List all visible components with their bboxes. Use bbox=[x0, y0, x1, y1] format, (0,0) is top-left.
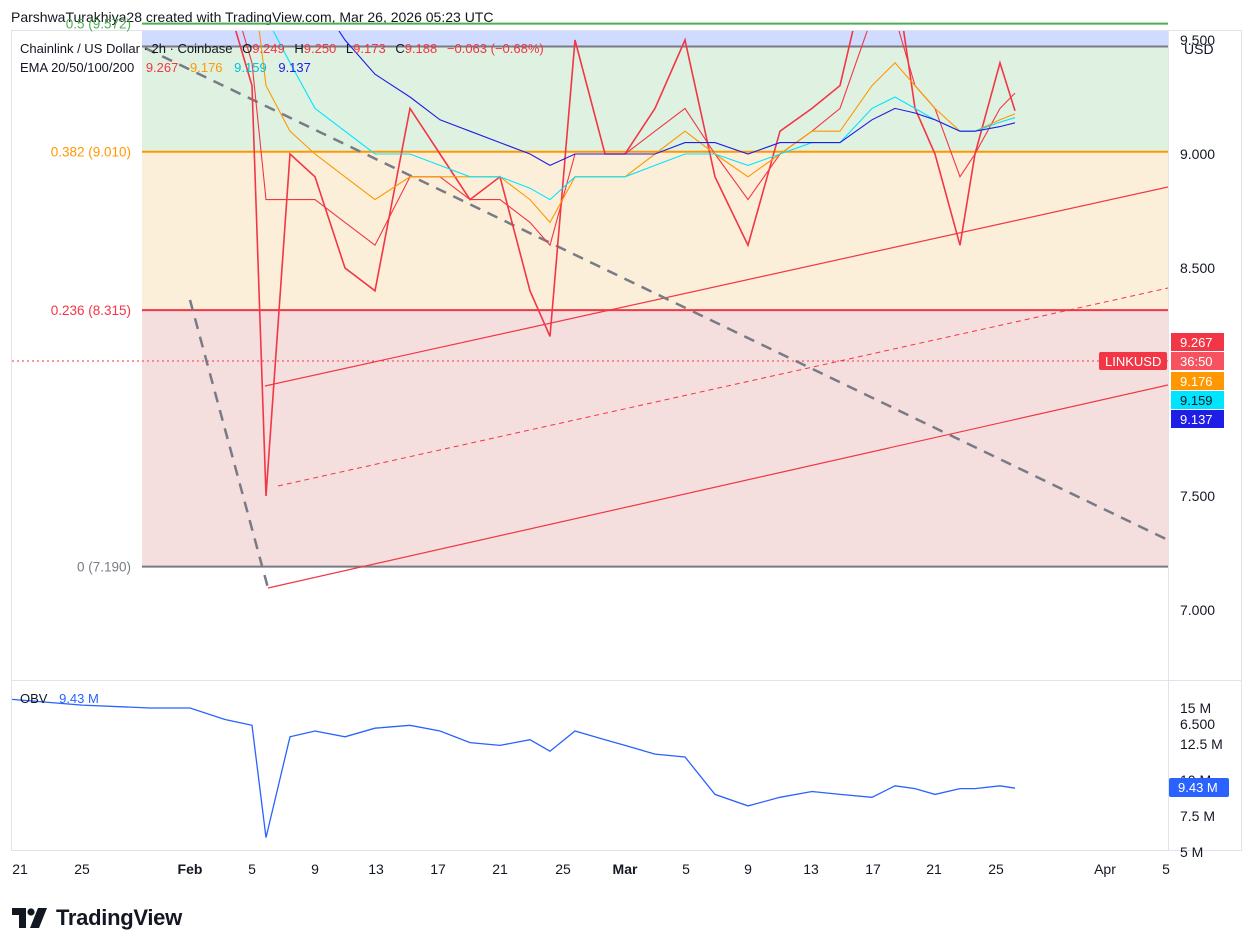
ema20-badge-bg bbox=[1171, 333, 1224, 351]
main-pane-border bbox=[11, 30, 1242, 851]
obv-legend-label[interactable]: OBV bbox=[20, 691, 48, 706]
last-price-badge-bg bbox=[1171, 352, 1224, 370]
time-tick: 9 bbox=[311, 861, 319, 877]
legend-close-label: C bbox=[395, 41, 404, 56]
price-tick: 9.000 bbox=[1180, 146, 1215, 162]
fib-label: 0 (7.190) bbox=[77, 560, 131, 575]
ema20-badge: 9.267 bbox=[1180, 335, 1213, 350]
trend-lines[interactable] bbox=[12, 46, 1168, 589]
obv-tick: 15 M bbox=[1180, 700, 1211, 716]
time-tick: 13 bbox=[368, 861, 384, 877]
price-tick: 7.500 bbox=[1180, 488, 1215, 504]
ema-line-200 bbox=[338, 31, 1016, 167]
legend-open-value: 9.249 bbox=[252, 41, 285, 56]
fib-zone bbox=[142, 310, 1168, 567]
obv-tick: 5 M bbox=[1180, 844, 1203, 860]
obv-line bbox=[12, 698, 1016, 838]
time-tick: 21 bbox=[492, 861, 508, 877]
symbol-tag-bg bbox=[1099, 352, 1167, 370]
legend-low-label: L bbox=[346, 41, 353, 56]
obv-tick: 12.5 M bbox=[1180, 736, 1223, 752]
time-tick: 13 bbox=[803, 861, 819, 877]
ema200-badge: 9.137 bbox=[1180, 412, 1213, 427]
ema50-badge: 9.176 bbox=[1180, 374, 1213, 389]
legend-open-label: O bbox=[242, 41, 252, 56]
obv-series bbox=[12, 698, 1016, 838]
time-axis[interactable]: 21 25 Feb 5 9 13 17 21 25 Mar 5 9 13 17 21 25 Apr 5 bbox=[12, 861, 1170, 877]
obv-badge: 9.43 M bbox=[1178, 780, 1218, 795]
impulse-leg-line[interactable] bbox=[188, 299, 270, 589]
legend-ema-label[interactable]: EMA 20/50/100/200 bbox=[20, 60, 134, 75]
time-tick: 25 bbox=[988, 861, 1004, 877]
time-tick: 25 bbox=[74, 861, 90, 877]
time-tick: Mar bbox=[613, 861, 638, 877]
fib-label: 0.236 (8.315) bbox=[51, 303, 131, 318]
time-tick: 9 bbox=[744, 861, 752, 877]
chart-credit: ParshwaTurakhiya28 created with TradingV… bbox=[11, 9, 494, 25]
legend-symbol[interactable]: Chainlink / US Dollar · 2h · Coinbase bbox=[20, 41, 232, 56]
fib-zone bbox=[142, 0, 1168, 24]
ema100-badge-bg bbox=[1171, 391, 1224, 409]
time-tick: 17 bbox=[430, 861, 446, 877]
obv-legend-value: 9.43 M bbox=[59, 691, 99, 706]
time-tick: 21 bbox=[926, 861, 942, 877]
legend-ema50-value: 9.176 bbox=[190, 60, 223, 75]
obv-tick: 7.5 M bbox=[1180, 808, 1215, 824]
legend-ema200-value: 9.137 bbox=[278, 60, 311, 75]
time-tick: Feb bbox=[178, 861, 203, 877]
time-tick: 5 bbox=[682, 861, 690, 877]
currency-label[interactable]: USD bbox=[1184, 41, 1214, 57]
price-tick: 9.500 bbox=[1180, 32, 1215, 48]
time-tick: 17 bbox=[865, 861, 881, 877]
channel-mid-line[interactable] bbox=[277, 287, 1168, 487]
legend-high-value: 9.250 bbox=[304, 41, 337, 56]
legend-change: −0.063 (−0.68%) bbox=[447, 41, 544, 56]
fib-zone bbox=[142, 151, 1168, 311]
price-badges: USD LINKUSD 9.267 36:50 9.176 9.159 9.13… bbox=[1099, 41, 1229, 797]
time-tick: 5 bbox=[248, 861, 256, 877]
tradingview-logo-icon bbox=[12, 908, 47, 928]
legend-low-value: 9.173 bbox=[353, 41, 386, 56]
price-chart[interactable]: 0.786 (10.935)0.618 (10.135)0.5 (9.572)0… bbox=[0, 0, 1253, 895]
ema-line-100 bbox=[272, 31, 1016, 201]
obv-badge-bg bbox=[1169, 778, 1229, 797]
price-tick: 7.000 bbox=[1180, 602, 1215, 618]
time-tick: 5 bbox=[1162, 861, 1170, 877]
time-tick: Apr bbox=[1094, 861, 1116, 877]
ema50-badge-bg bbox=[1171, 372, 1224, 390]
symbol-tag: LINKUSD bbox=[1105, 354, 1161, 369]
legend-close-value: 9.188 bbox=[405, 41, 438, 56]
fib-zones bbox=[142, 0, 1168, 567]
tradingview-logo-text: TradingView bbox=[56, 905, 182, 930]
fib-label: 0.5 (9.572) bbox=[66, 17, 131, 32]
svg-text:Chainlink / US Dollar · 2h · C: Chainlink / US Dollar · 2h · Coinbase O9… bbox=[20, 41, 544, 56]
ema200-badge-bg bbox=[1171, 410, 1224, 428]
time-tick: 25 bbox=[555, 861, 571, 877]
price-tick: 8.500 bbox=[1180, 260, 1215, 276]
legend-ema100-value: 9.159 bbox=[234, 60, 267, 75]
last-price-badge: 36:50 bbox=[1180, 354, 1213, 369]
price-series bbox=[235, 31, 1016, 497]
channel-upper-line[interactable] bbox=[264, 186, 1168, 387]
legend[interactable]: Chainlink / US Dollar · 2h · Coinbase O9… bbox=[20, 41, 544, 706]
legend-ema20-value: 9.267 bbox=[146, 60, 179, 75]
price-tick: 6.500 bbox=[1180, 716, 1215, 732]
tradingview-logo[interactable]: TradingView bbox=[12, 905, 182, 931]
fib-retracement[interactable]: 0.786 (10.935)0.618 (10.135)0.5 (9.572)0… bbox=[43, 0, 1168, 575]
svg-text:EMA 20/50/100/200 9.267: EMA 20/50/100/200 9.267 9.176 9.159 9.13… bbox=[20, 60, 311, 75]
fib-zone-top bbox=[142, 31, 1168, 47]
fib-label: 0.382 (9.010) bbox=[51, 145, 131, 160]
channel-lower-line[interactable] bbox=[267, 384, 1168, 589]
legend-high-label: H bbox=[294, 41, 303, 56]
svg-text:OBV 9.43 M: OBV 9.43 M bbox=[20, 691, 99, 706]
ema100-badge: 9.159 bbox=[1180, 393, 1213, 408]
price-line bbox=[235, 31, 1016, 497]
time-tick: 21 bbox=[12, 861, 28, 877]
